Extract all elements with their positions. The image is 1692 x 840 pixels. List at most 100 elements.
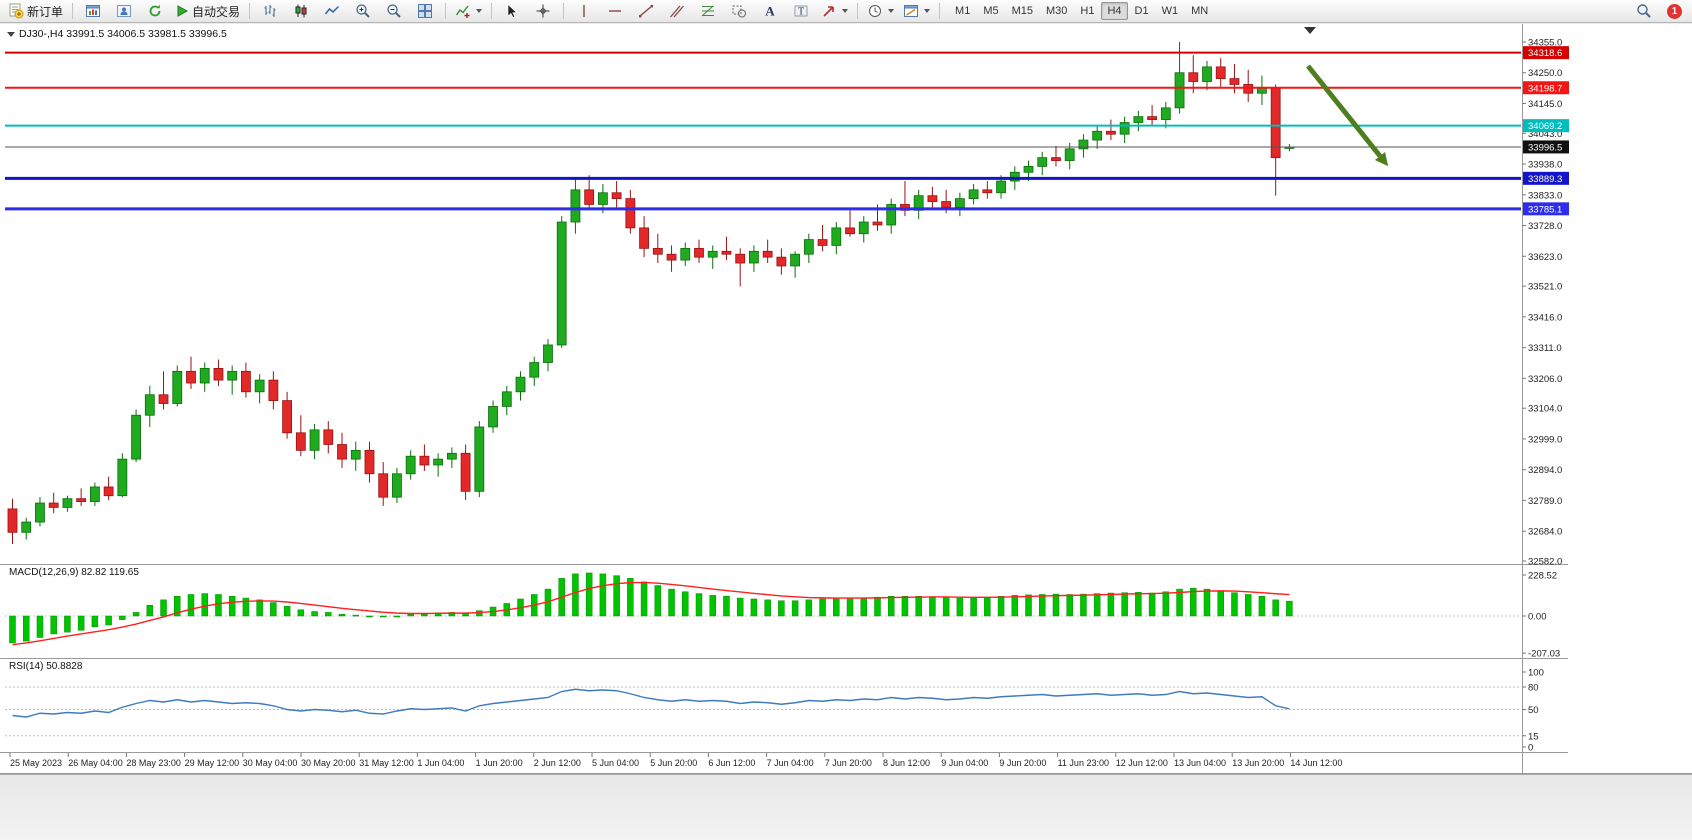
clock-icon: [869, 5, 882, 17]
candle-body: [570, 189, 581, 223]
time-axis-label: 2 Jun 12:00: [534, 758, 581, 768]
macd-histogram-bar: [297, 609, 305, 617]
chart-dropdown-icon[interactable]: [7, 31, 15, 37]
shapes-tool-button[interactable]: [724, 0, 754, 22]
candle-body: [941, 201, 952, 208]
timeframe-d1[interactable]: D1: [1134, 5, 1149, 17]
candle-body: [460, 452, 471, 492]
timeframe-w1[interactable]: W1: [1161, 5, 1179, 17]
new-order-button[interactable]: 新订单: [4, 0, 67, 22]
macd-histogram-bar: [1203, 588, 1211, 617]
macd-histogram-bar: [791, 600, 799, 617]
macd-histogram-bar: [874, 596, 881, 617]
macd-histogram-bar: [1039, 594, 1046, 617]
candle-body: [227, 370, 238, 381]
crosshair-button[interactable]: [528, 0, 558, 22]
candle-body: [254, 379, 265, 393]
time-axis-label: 8 Jun 12:00: [883, 758, 930, 768]
price-tick-label: 32894.0: [1528, 465, 1562, 476]
tile-windows-button[interactable]: [410, 0, 440, 22]
candle-body: [515, 376, 526, 393]
timeframe-h1[interactable]: H1: [1080, 5, 1095, 17]
bar-chart-button[interactable]: [255, 0, 285, 22]
price-tick-label: 34355.0: [1528, 38, 1562, 49]
trend-arrow[interactable]: [1306, 64, 1382, 158]
macd-histogram-bar: [1080, 593, 1087, 617]
periods-button[interactable]: [863, 0, 898, 22]
price-tick-label: 33728.0: [1528, 221, 1562, 232]
hline-price-label: 34318.6: [1528, 48, 1562, 59]
macd-histogram-bar: [860, 597, 868, 617]
macd-histogram-bar: [325, 612, 332, 617]
time-axis-label: 28 May 23:00: [126, 758, 181, 768]
macd-histogram-bar: [22, 615, 30, 642]
timeframe-m1[interactable]: M1: [955, 5, 971, 17]
timeframe-m5[interactable]: M5: [983, 5, 999, 17]
candle-body: [103, 486, 114, 497]
vertical-line-icon: [583, 5, 585, 17]
horizontal-line-tool-button[interactable]: [600, 0, 630, 22]
candle-body: [268, 379, 279, 401]
vertical-line-tool-button[interactable]: [569, 0, 599, 22]
profiles-button[interactable]: [109, 0, 139, 22]
macd-histogram-bar: [1286, 600, 1293, 617]
charts-button[interactable]: [78, 0, 108, 22]
price-tick-label: 33623.0: [1528, 252, 1562, 263]
macd-histogram-bar: [956, 597, 964, 617]
timeframe-m30[interactable]: M30: [1046, 5, 1068, 17]
candle-body: [1243, 84, 1254, 94]
timeframe-m15[interactable]: M15: [1011, 5, 1033, 17]
zoom-out-button[interactable]: [379, 0, 409, 22]
macd-histogram-bar: [36, 615, 44, 638]
price-tick-label: 33311.0: [1528, 343, 1562, 354]
notification-badge[interactable]: 1: [1667, 3, 1682, 19]
macd-histogram-bar: [585, 572, 593, 617]
arrows-tool-button[interactable]: [817, 0, 852, 22]
label-tool-button[interactable]: T: [786, 0, 816, 22]
channel-tool-button[interactable]: [662, 0, 692, 22]
rsi-scale-label: 50: [1528, 705, 1539, 716]
candle-body: [501, 391, 512, 407]
new-order-icon: [9, 3, 24, 19]
search-button[interactable]: [1629, 0, 1659, 22]
hline-price-label: 34198.7: [1528, 83, 1562, 94]
candle-body: [639, 227, 649, 249]
auto-trading-button[interactable]: 自动交易: [171, 0, 244, 22]
indicators-button[interactable]: [451, 0, 486, 22]
candle-body: [446, 452, 457, 460]
macd-histogram-bar: [1066, 594, 1073, 617]
candle-body: [1119, 122, 1130, 135]
candle-body: [21, 521, 32, 533]
candle-body: [954, 198, 965, 208]
time-axis-label: 26 May 04:00: [68, 758, 123, 768]
search-icon: [1637, 4, 1651, 18]
macd-histogram-bar: [393, 615, 401, 618]
zoom-in-button[interactable]: [348, 0, 378, 22]
macd-histogram-bar: [1025, 594, 1032, 617]
line-chart-button[interactable]: [317, 0, 347, 22]
macd-histogram-bar: [448, 612, 456, 617]
toolbar: 新订单 自动交易: [0, 0, 1692, 23]
candle-body: [611, 192, 622, 200]
trendline-tool-button[interactable]: [631, 0, 661, 22]
candlestick-chart-button[interactable]: [286, 0, 316, 22]
macd-histogram-bar: [819, 598, 826, 617]
candle-body: [543, 344, 553, 363]
macd-histogram-bar: [228, 596, 236, 617]
candle-body: [337, 444, 347, 460]
macd-histogram-bar: [1272, 599, 1279, 617]
candle-body: [1051, 157, 1061, 161]
timeframe-group: M1 M5 M15 M30 H1 H4 D1 W1 MN: [949, 2, 1214, 20]
timeframe-mn[interactable]: MN: [1191, 5, 1209, 17]
templates-button[interactable]: [899, 0, 934, 22]
macd-histogram-bar: [984, 596, 991, 617]
refresh-button[interactable]: [140, 0, 170, 22]
time-axis-label: 7 Jun 20:00: [825, 758, 872, 768]
fibonacci-tool-button[interactable]: [693, 0, 723, 22]
timeframe-h4[interactable]: H4: [1101, 2, 1128, 20]
text-tool-button[interactable]: A: [755, 0, 785, 22]
cursor-button[interactable]: [497, 0, 527, 22]
macd-histogram-bar: [846, 597, 854, 617]
candle-body: [474, 426, 485, 492]
